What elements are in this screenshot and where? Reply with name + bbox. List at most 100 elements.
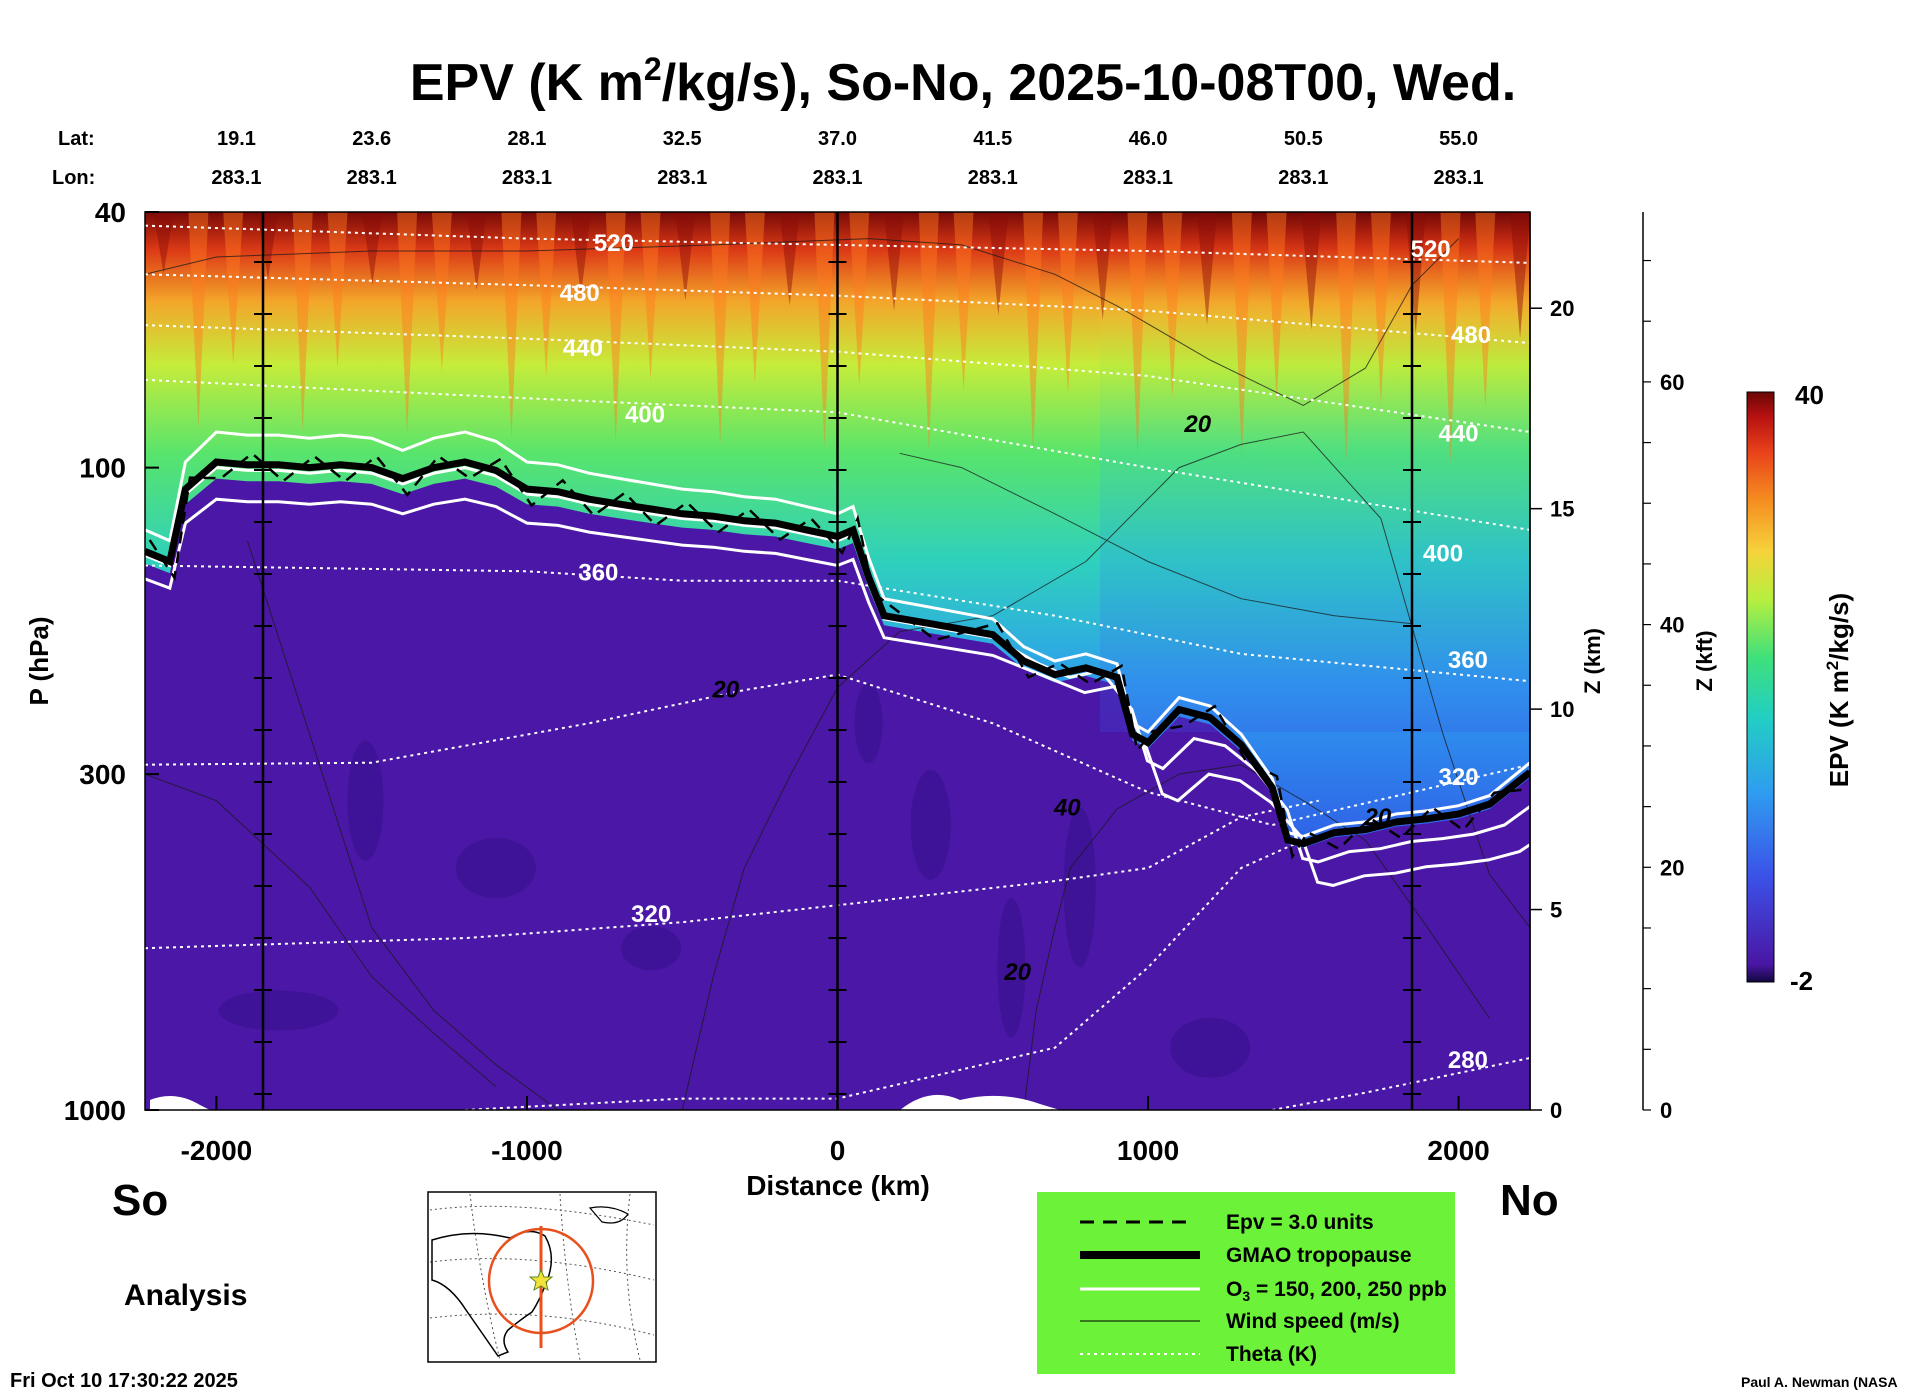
x-tick-label: 0 bbox=[830, 1135, 846, 1166]
y-axis: 40 100 300 1000 bbox=[64, 197, 159, 1126]
region-south-label: So bbox=[112, 1176, 168, 1225]
epv-streak bbox=[1127, 212, 1148, 457]
region-north-label: No bbox=[1500, 1176, 1559, 1225]
high-latitude-shading bbox=[1100, 212, 1530, 732]
y-axis-label: P (hPa) bbox=[24, 616, 54, 705]
colorbar-label: EPV (K m2/kg/s) bbox=[1823, 593, 1854, 787]
contour-label: 20 bbox=[1183, 411, 1211, 438]
x-axis-label: Distance (km) bbox=[746, 1170, 930, 1201]
contour-label: 20 bbox=[711, 677, 739, 704]
ozone-contour bbox=[145, 497, 1530, 887]
contour-label: 320 bbox=[631, 901, 671, 928]
tropo-patch bbox=[621, 926, 682, 971]
epv-streak bbox=[501, 212, 522, 439]
lat-lon-row: 19.1 283.1 23.6 283.1 28.1 283.1 32.5 283.1 37.0… bbox=[211, 128, 1483, 189]
epv-streak bbox=[918, 212, 939, 451]
credit: Paul A. Newman (NASA bbox=[1741, 1374, 1898, 1390]
z-kft-tick-label: 40 bbox=[1660, 613, 1684, 638]
epv-streak bbox=[675, 212, 696, 301]
wind-contour bbox=[1023, 764, 1491, 1110]
z-km-tick-label: 10 bbox=[1550, 697, 1574, 722]
x-axis: -2000 -1000 0 1000 2000 bbox=[181, 1096, 1490, 1166]
epv-streak bbox=[640, 212, 661, 380]
contour-label: 440 bbox=[563, 335, 603, 362]
contour-label: 400 bbox=[625, 401, 665, 428]
epv-streak bbox=[1266, 212, 1287, 402]
epv-streak bbox=[327, 212, 348, 369]
epv-streak bbox=[1370, 212, 1391, 406]
epv-streak bbox=[1162, 212, 1183, 399]
epv-streak bbox=[431, 212, 452, 373]
contour-label: 360 bbox=[578, 560, 618, 587]
tropo-patch bbox=[997, 897, 1026, 1038]
contour-label: 520 bbox=[1411, 236, 1451, 263]
lat-value: 37.0 bbox=[818, 128, 857, 150]
tropo-patch bbox=[455, 837, 536, 898]
theta-contour bbox=[145, 273, 1530, 345]
lat-value: 41.5 bbox=[973, 128, 1012, 150]
contour-label: 280 bbox=[1448, 1047, 1488, 1074]
timestamp: Fri Oct 10 17:30:22 2025 bbox=[10, 1370, 238, 1392]
tropo-patch bbox=[854, 683, 883, 764]
lat-row-label: Lat: bbox=[58, 128, 95, 150]
epv-streak bbox=[1301, 212, 1322, 330]
x-tick-label: -2000 bbox=[181, 1135, 253, 1166]
lat-value: 50.5 bbox=[1284, 128, 1323, 150]
tropo-patch bbox=[910, 769, 951, 880]
epv-streak bbox=[570, 212, 591, 296]
lon-value: 283.1 bbox=[657, 167, 707, 189]
x-tick-label: 2000 bbox=[1427, 1135, 1489, 1166]
epv-streak bbox=[188, 212, 209, 429]
ozone-contour bbox=[145, 466, 1530, 864]
contour-label: 520 bbox=[594, 230, 634, 257]
y-tick-label: 1000 bbox=[64, 1095, 126, 1126]
legend-item-tropopause: GMAO tropopause bbox=[1226, 1244, 1412, 1267]
tropospheric-epv-patches bbox=[218, 683, 1251, 1078]
lat-value: 19.1 bbox=[217, 128, 256, 150]
epv-streak bbox=[1231, 212, 1252, 460]
lon-row-label: Lon: bbox=[52, 167, 95, 189]
lat-value: 46.0 bbox=[1129, 128, 1168, 150]
z-km-tick-label: 20 bbox=[1550, 296, 1574, 321]
colorbar-min-label: -2 bbox=[1790, 966, 1813, 996]
tropopause-line bbox=[145, 458, 1530, 848]
analysis-label: Analysis bbox=[124, 1279, 247, 1312]
epv-streak bbox=[710, 212, 731, 445]
z-kft-tick-label: 60 bbox=[1660, 370, 1684, 395]
legend-item-ozone: O3 = 150, 200, 250 ppb bbox=[1226, 1278, 1447, 1304]
epv-vertical-streaks bbox=[153, 212, 1530, 465]
theta-contour bbox=[145, 224, 1530, 264]
z-kft-axis: 0 20 40 60 bbox=[1643, 259, 1684, 1123]
lon-value: 283.1 bbox=[968, 167, 1018, 189]
epv-streak bbox=[1510, 212, 1530, 339]
contour-labels: 520 480 440 400 360 320 20 20 40 20 20 520 480 440 400… bbox=[560, 230, 1491, 1074]
epv-streak bbox=[536, 212, 557, 376]
lon-value: 283.1 bbox=[812, 167, 862, 189]
chart-title: EPV (K m2/kg/s), So-No, 2025-10-08T00, W… bbox=[410, 51, 1516, 112]
epv-streak bbox=[988, 212, 1009, 316]
epv-streak bbox=[849, 212, 870, 388]
z-kft-tick-label: 20 bbox=[1660, 855, 1684, 880]
epv-streak bbox=[744, 212, 765, 384]
z-km-tick-label: 5 bbox=[1550, 898, 1562, 923]
contour-label: 480 bbox=[560, 280, 600, 307]
inset-map bbox=[427, 1191, 657, 1363]
epv-streak bbox=[223, 212, 244, 365]
lat-value: 23.6 bbox=[352, 128, 391, 150]
colorbar-max-label: 40 bbox=[1795, 380, 1824, 410]
epv-streak bbox=[1440, 212, 1461, 465]
epv-streak bbox=[1023, 212, 1044, 454]
contour-label: 360 bbox=[1448, 647, 1488, 674]
epv-streak bbox=[397, 212, 418, 436]
wind-contour bbox=[247, 540, 559, 1110]
lat-value: 28.1 bbox=[507, 128, 546, 150]
epv-streak bbox=[362, 212, 383, 286]
epv-streak bbox=[292, 212, 313, 432]
x-tick-label: -1000 bbox=[491, 1135, 563, 1166]
ozone-contours bbox=[145, 430, 1530, 887]
contour-label: 400 bbox=[1423, 540, 1463, 567]
epv-3-dashed-line bbox=[148, 451, 1530, 860]
surface-terrain bbox=[150, 1094, 1060, 1110]
epv-streak bbox=[1405, 212, 1426, 335]
